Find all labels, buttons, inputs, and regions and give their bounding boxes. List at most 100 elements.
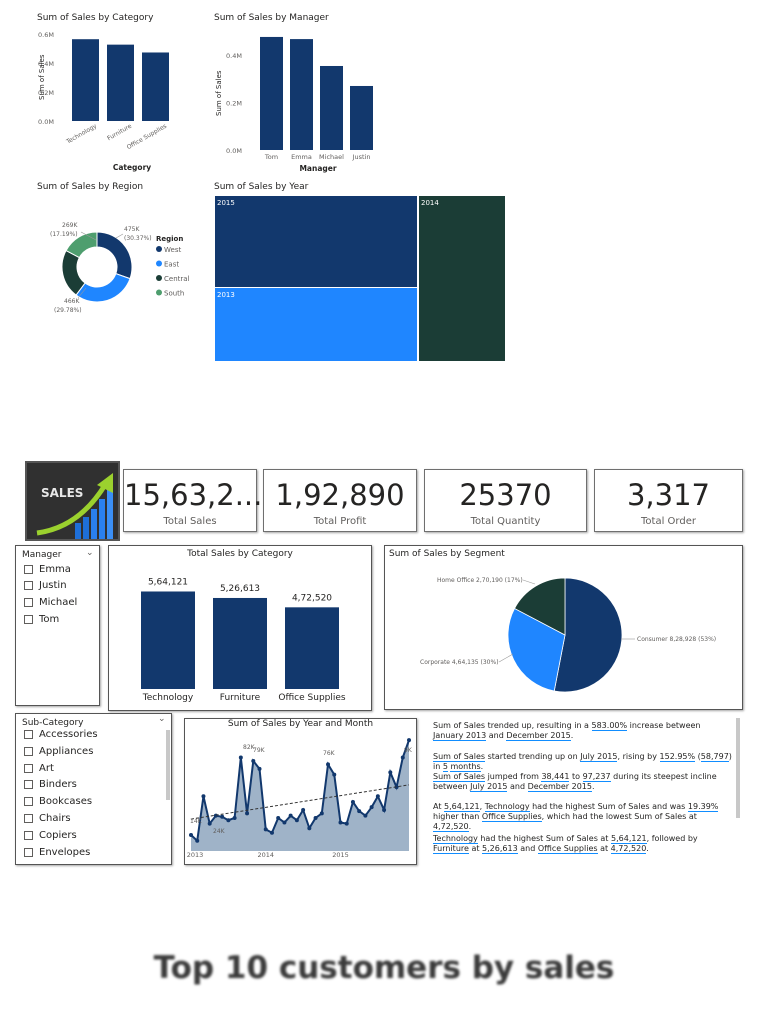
segment-slice-corporate[interactable] xyxy=(507,607,566,692)
slicer-scrollbar[interactable] xyxy=(166,730,170,800)
sales-point[interactable] xyxy=(189,833,193,838)
sales-point[interactable] xyxy=(269,830,274,835)
sales-point[interactable] xyxy=(369,805,374,810)
slicer-item-tom[interactable]: Tom xyxy=(24,614,59,625)
sales-point[interactable] xyxy=(301,807,306,812)
total-sales-bar[interactable] xyxy=(285,607,339,689)
sales-point[interactable] xyxy=(276,815,281,820)
checkbox[interactable] xyxy=(24,780,33,790)
sales-point[interactable] xyxy=(407,738,411,743)
sales-point[interactable] xyxy=(357,809,362,814)
category-chart[interactable]: 0.6M 0.4M 0.2M 0.0M Sum of Sales Technology Fu… xyxy=(30,26,200,176)
checkbox[interactable] xyxy=(24,814,33,823)
total-sales-by-category-chart[interactable]: Total Sales by Category 5,64,121 Technolo… xyxy=(108,545,372,711)
checkbox[interactable] xyxy=(24,746,33,756)
manager-bar[interactable] xyxy=(320,65,343,150)
x-tick-label: Emma xyxy=(291,153,312,161)
segment-chart[interactable]: Sum of Sales by Segment Home Office 2,70… xyxy=(384,545,743,710)
checkbox[interactable] xyxy=(24,797,33,807)
kpi-total-sales[interactable]: 15,63,2... Total Sales xyxy=(123,469,262,532)
slicer-item-binders[interactable]: Binders xyxy=(24,779,77,790)
sales-point[interactable] xyxy=(288,813,293,818)
slicer-item-accessories[interactable]: Accessories xyxy=(24,729,98,740)
sales-point[interactable] xyxy=(388,770,393,775)
region-slice-east[interactable] xyxy=(75,273,131,303)
sales-point[interactable] xyxy=(394,785,399,790)
sales-point[interactable] xyxy=(257,766,262,771)
chevron-down-icon[interactable]: ⌄ xyxy=(86,548,94,558)
region-slice-south[interactable] xyxy=(65,231,98,259)
chevron-down-icon[interactable]: ⌄ xyxy=(158,714,166,724)
sales-point[interactable] xyxy=(232,815,237,820)
checkbox[interactable] xyxy=(24,598,33,607)
sales-point[interactable] xyxy=(382,807,387,812)
sales-point[interactable] xyxy=(313,815,318,820)
region-chart[interactable]: Region West East Central South 269K (17.19%… xyxy=(40,200,210,330)
slicer-item-art[interactable]: Art xyxy=(24,763,54,774)
checkbox[interactable] xyxy=(24,581,33,590)
slicer-item-justin[interactable]: Justin xyxy=(24,580,67,591)
slicer-item-bookcases[interactable]: Bookcases xyxy=(24,796,92,807)
segment-slice-home-office[interactable] xyxy=(514,577,566,636)
sales-point[interactable] xyxy=(332,772,337,777)
sales-point[interactable] xyxy=(226,818,231,823)
bar-data-label: 4,72,520 xyxy=(292,593,332,603)
checkbox[interactable] xyxy=(24,830,33,840)
subcategory-slicer[interactable]: Sub-Category ⌄ Accessories Appliances Art B… xyxy=(15,713,172,865)
sales-point[interactable] xyxy=(263,827,268,832)
sales-point[interactable] xyxy=(375,794,380,799)
category-bar[interactable] xyxy=(72,39,99,121)
checkbox[interactable] xyxy=(24,615,33,624)
y-tick-label: 0.0M xyxy=(38,118,54,126)
slicer-item-emma[interactable]: Emma xyxy=(24,564,71,575)
segment-chart-title: Sum of Sales by Segment xyxy=(389,549,505,559)
category-bar[interactable] xyxy=(142,52,169,121)
manager-bar[interactable] xyxy=(290,39,313,151)
treemap-tile-2013[interactable]: 2013 xyxy=(215,288,417,361)
manager-chart[interactable]: 0.4M 0.2M 0.0M Sum of Sales Tom Emma Michael Ju… xyxy=(210,26,390,176)
kpi-total-quantity[interactable]: 25370 Total Quantity xyxy=(424,469,587,532)
total-sales-bar[interactable] xyxy=(141,591,195,689)
category-bar[interactable] xyxy=(107,44,134,121)
kpi-total-profit[interactable]: 1,92,890 Total Profit xyxy=(263,469,417,532)
sales-point[interactable] xyxy=(400,755,405,760)
manager-bar[interactable] xyxy=(260,36,283,151)
treemap-tile-2015[interactable]: 2015 xyxy=(215,196,417,287)
sales-point[interactable] xyxy=(245,811,250,816)
total-sales-bar[interactable] xyxy=(213,597,267,689)
kpi-total-order-label: Total Order xyxy=(641,516,696,527)
slicer-item-michael[interactable]: Michael xyxy=(24,597,77,608)
checkbox[interactable] xyxy=(24,730,33,739)
sales-point[interactable] xyxy=(282,820,287,825)
sales-point[interactable] xyxy=(195,838,200,843)
manager-bar[interactable] xyxy=(350,85,373,150)
year-month-chart[interactable]: Sum of Sales by Year and Month 2013 2014 2… xyxy=(184,718,417,865)
checkbox[interactable] xyxy=(24,763,33,773)
treemap-tile-2014[interactable]: 2014 xyxy=(419,196,505,361)
sales-point[interactable] xyxy=(294,818,299,823)
sales-point[interactable] xyxy=(326,762,331,767)
sales-point[interactable] xyxy=(207,821,212,826)
sales-point[interactable] xyxy=(338,820,343,825)
slicer-item-appliances[interactable]: Appliances xyxy=(24,746,93,757)
segment-slice-consumer[interactable] xyxy=(553,577,623,693)
checkbox[interactable] xyxy=(24,565,33,574)
narrative-scrollbar[interactable] xyxy=(736,718,740,818)
checkbox[interactable] xyxy=(24,847,33,857)
region-slice-central[interactable] xyxy=(61,249,86,296)
sales-point[interactable] xyxy=(201,794,206,799)
sales-point[interactable] xyxy=(344,821,349,826)
sales-point[interactable] xyxy=(363,813,368,818)
sales-area[interactable] xyxy=(191,740,409,851)
sales-point[interactable] xyxy=(350,799,355,804)
sales-point[interactable] xyxy=(319,811,324,816)
slicer-item-envelopes[interactable]: Envelopes xyxy=(24,847,90,858)
sales-point[interactable] xyxy=(238,755,243,760)
sales-point[interactable] xyxy=(307,826,312,831)
slicer-item-chairs[interactable]: Chairs xyxy=(24,813,71,824)
slicer-item-copiers[interactable]: Copiers xyxy=(24,830,77,841)
kpi-total-order[interactable]: 3,317 Total Order xyxy=(594,469,743,532)
manager-slicer[interactable]: Manager ⌄ Emma Justin Michael Tom xyxy=(15,545,100,706)
sales-point[interactable] xyxy=(251,758,256,763)
sales-point[interactable] xyxy=(220,814,225,819)
